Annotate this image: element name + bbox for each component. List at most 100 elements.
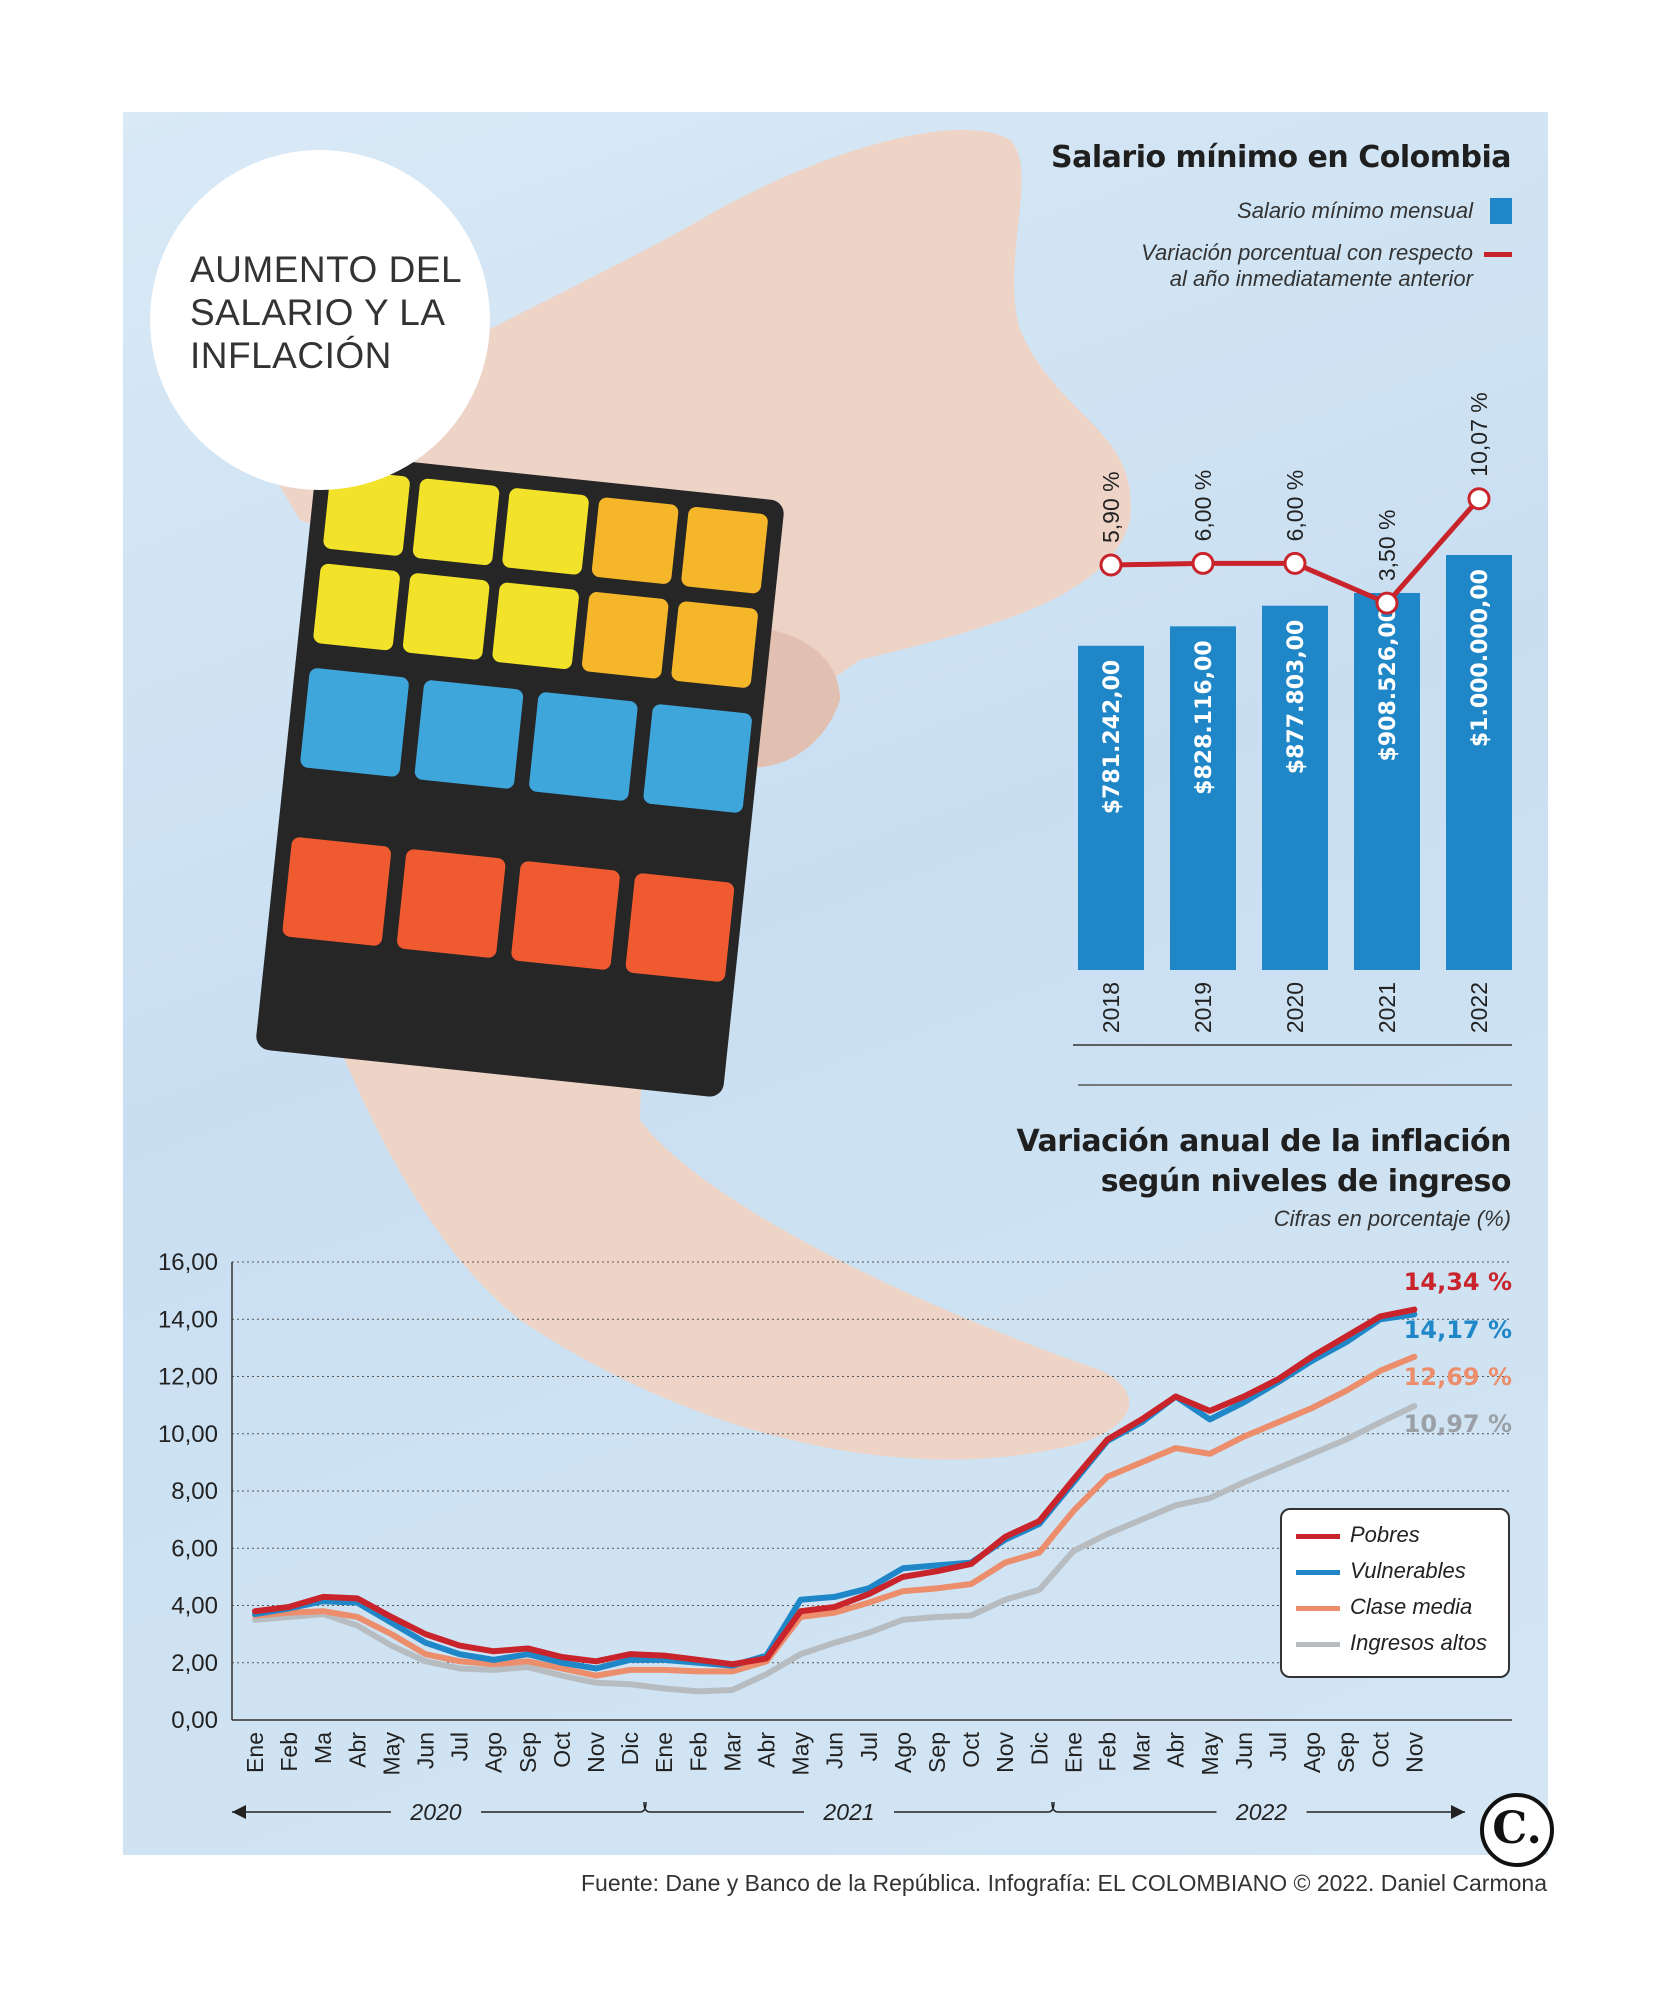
legend-swatch-ingresos-altos [1296, 1642, 1340, 1647]
series-end-label: 10,97 % [1404, 1410, 1512, 1438]
year-label: 2022 [1235, 1799, 1287, 1825]
salary-bar-chart: $781.242,00 2018 $828.116,00 2019 $877.803,0… [1073, 392, 1512, 1086]
x-tick-label: May [788, 1732, 814, 1776]
inflation-chart-title-1: Variación anual de la inflación [1016, 1124, 1511, 1159]
pct-value-label: 6,00 % [1282, 470, 1308, 542]
salary-bar-2018 [1078, 645, 1144, 970]
salary-year-label: 2021 [1374, 982, 1400, 1033]
pct-marker [1375, 591, 1399, 615]
y-tick-label: 14,00 [158, 1306, 218, 1333]
x-tick-label: Oct [958, 1731, 984, 1767]
legend-swatch-clase-media [1296, 1606, 1340, 1611]
x-tick-label: Jul [447, 1732, 473, 1761]
series-end-label: 14,17 % [1404, 1316, 1512, 1344]
year-label: 2020 [409, 1799, 461, 1825]
x-tick-label: May [1197, 1732, 1223, 1776]
x-tick-label: Ago [481, 1732, 507, 1773]
x-tick-label: Dic [1026, 1732, 1052, 1765]
legend-bar-swatch [1490, 198, 1512, 224]
legend-line-swatch [1484, 252, 1512, 257]
timeline-arrow-left [232, 1805, 246, 1819]
x-tick-label: Jul [856, 1732, 882, 1761]
y-tick-label: 10,00 [158, 1421, 218, 1448]
legend-swatch-pobres [1296, 1534, 1340, 1539]
legend-label-ingresos-altos: Ingresos altos [1350, 1630, 1487, 1655]
series-end-label: 12,69 % [1404, 1363, 1512, 1391]
salary-year-label: 2020 [1282, 982, 1308, 1033]
salary-bar-value-label: $908.526,00 [1376, 607, 1401, 761]
legend-bar-label: Salario mínimo mensual [1237, 198, 1473, 223]
y-tick-label: 2,00 [171, 1650, 218, 1677]
x-tick-label: Jun [1231, 1732, 1257, 1769]
el-colombiano-logo: C. [1480, 1793, 1554, 1867]
timeline-year-divider [1047, 1801, 1059, 1813]
pct-marker [1467, 487, 1491, 511]
salary-bar-value-label: $877.803,00 [1284, 620, 1309, 774]
series-line-pobres [252, 1306, 1418, 1668]
year-label: 2021 [822, 1799, 874, 1825]
salary-year-label: 2022 [1466, 982, 1492, 1033]
x-tick-label: Feb [1095, 1732, 1121, 1772]
y-tick-label: 0,00 [171, 1707, 218, 1734]
legend-label-clase-media: Clase media [1350, 1594, 1473, 1619]
x-tick-label: Nov [1401, 1732, 1427, 1773]
x-tick-label: Ene [1060, 1732, 1086, 1773]
series-line-clase-media [252, 1353, 1418, 1679]
timeline-year-divider [639, 1801, 651, 1813]
main-title: AUMENTO DEL SALARIO Y LA INFLACIÓN [190, 249, 461, 376]
pct-marker [1283, 551, 1307, 575]
x-tick-label: Ma [310, 1732, 336, 1764]
pct-value-label: 10,07 % [1466, 392, 1492, 476]
inflation-legend: Pobres Vulnerables Clase media Ingresos … [1280, 1508, 1510, 1678]
inflation-chart-title-2: según niveles de ingreso [1100, 1164, 1512, 1199]
x-tick-label: Sep [1333, 1732, 1359, 1773]
pct-value-label: 6,00 % [1190, 470, 1216, 542]
legend-line-label-2: al año inmediatamente anterior [1169, 266, 1473, 291]
legend-label-vulnerables: Vulnerables [1350, 1558, 1466, 1583]
x-tick-label: Nov [583, 1732, 609, 1773]
y-tick-label: 12,00 [158, 1364, 218, 1391]
x-tick-label: Abr [754, 1732, 780, 1768]
series-line-ingresos-altos [252, 1402, 1418, 1695]
x-tick-label: Jun [413, 1732, 439, 1769]
rubik-cube [256, 453, 784, 1097]
salary-bar-2022 [1446, 555, 1512, 970]
series-line-vulnerables [252, 1311, 1418, 1672]
inflation-chart-subtitle: Cifras en porcentaje (%) [1273, 1206, 1511, 1231]
legend-swatch-vulnerables [1296, 1570, 1340, 1575]
pct-marker [1191, 551, 1215, 575]
x-tick-label: Ene [651, 1732, 677, 1773]
salary-chart-title: Salario mínimo en Colombia [1051, 140, 1511, 175]
x-tick-label: Jul [1265, 1732, 1291, 1761]
salary-bar-2019 [1170, 626, 1236, 970]
x-tick-label: Ene [242, 1732, 268, 1773]
salary-bar-value-label: $1.000.000,00 [1468, 569, 1493, 747]
pct-value-label: 5,90 % [1098, 471, 1124, 543]
x-tick-label: Sep [515, 1732, 541, 1773]
x-tick-label: Mar [719, 1732, 745, 1772]
y-tick-label: 8,00 [171, 1478, 218, 1505]
x-tick-label: Ago [1299, 1732, 1325, 1773]
inflation-line-chart: 0,00 2,00 4,00 6,00 8,00 10,00 12,00 14,00 16,00… [158, 1249, 1512, 1825]
source-credit: Fuente: Dane y Banco de la República. In… [581, 1870, 1547, 1896]
timeline-arrow-right [1451, 1805, 1465, 1819]
title-circle [150, 150, 490, 490]
salary-bar-value-label: $828.116,00 [1192, 640, 1217, 794]
salary-year-label: 2018 [1098, 982, 1124, 1033]
x-tick-label: Abr [1163, 1732, 1189, 1768]
x-tick-label: May [378, 1732, 404, 1776]
x-tick-label: Abr [344, 1732, 370, 1768]
x-tick-label: Dic [617, 1732, 643, 1765]
y-tick-label: 4,00 [171, 1593, 218, 1620]
salary-year-label: 2019 [1190, 982, 1216, 1033]
salary-bar-2020 [1262, 605, 1328, 970]
x-tick-label: Oct [549, 1731, 575, 1767]
salary-bar-2021 [1354, 592, 1420, 970]
y-tick-label: 6,00 [171, 1535, 218, 1562]
series-end-label: 14,34 % [1404, 1268, 1512, 1296]
legend-line-label-1: Variación porcentual con respecto [1141, 240, 1473, 265]
x-tick-label: Ago [890, 1732, 916, 1773]
pct-value-label: 3,50 % [1374, 510, 1400, 582]
